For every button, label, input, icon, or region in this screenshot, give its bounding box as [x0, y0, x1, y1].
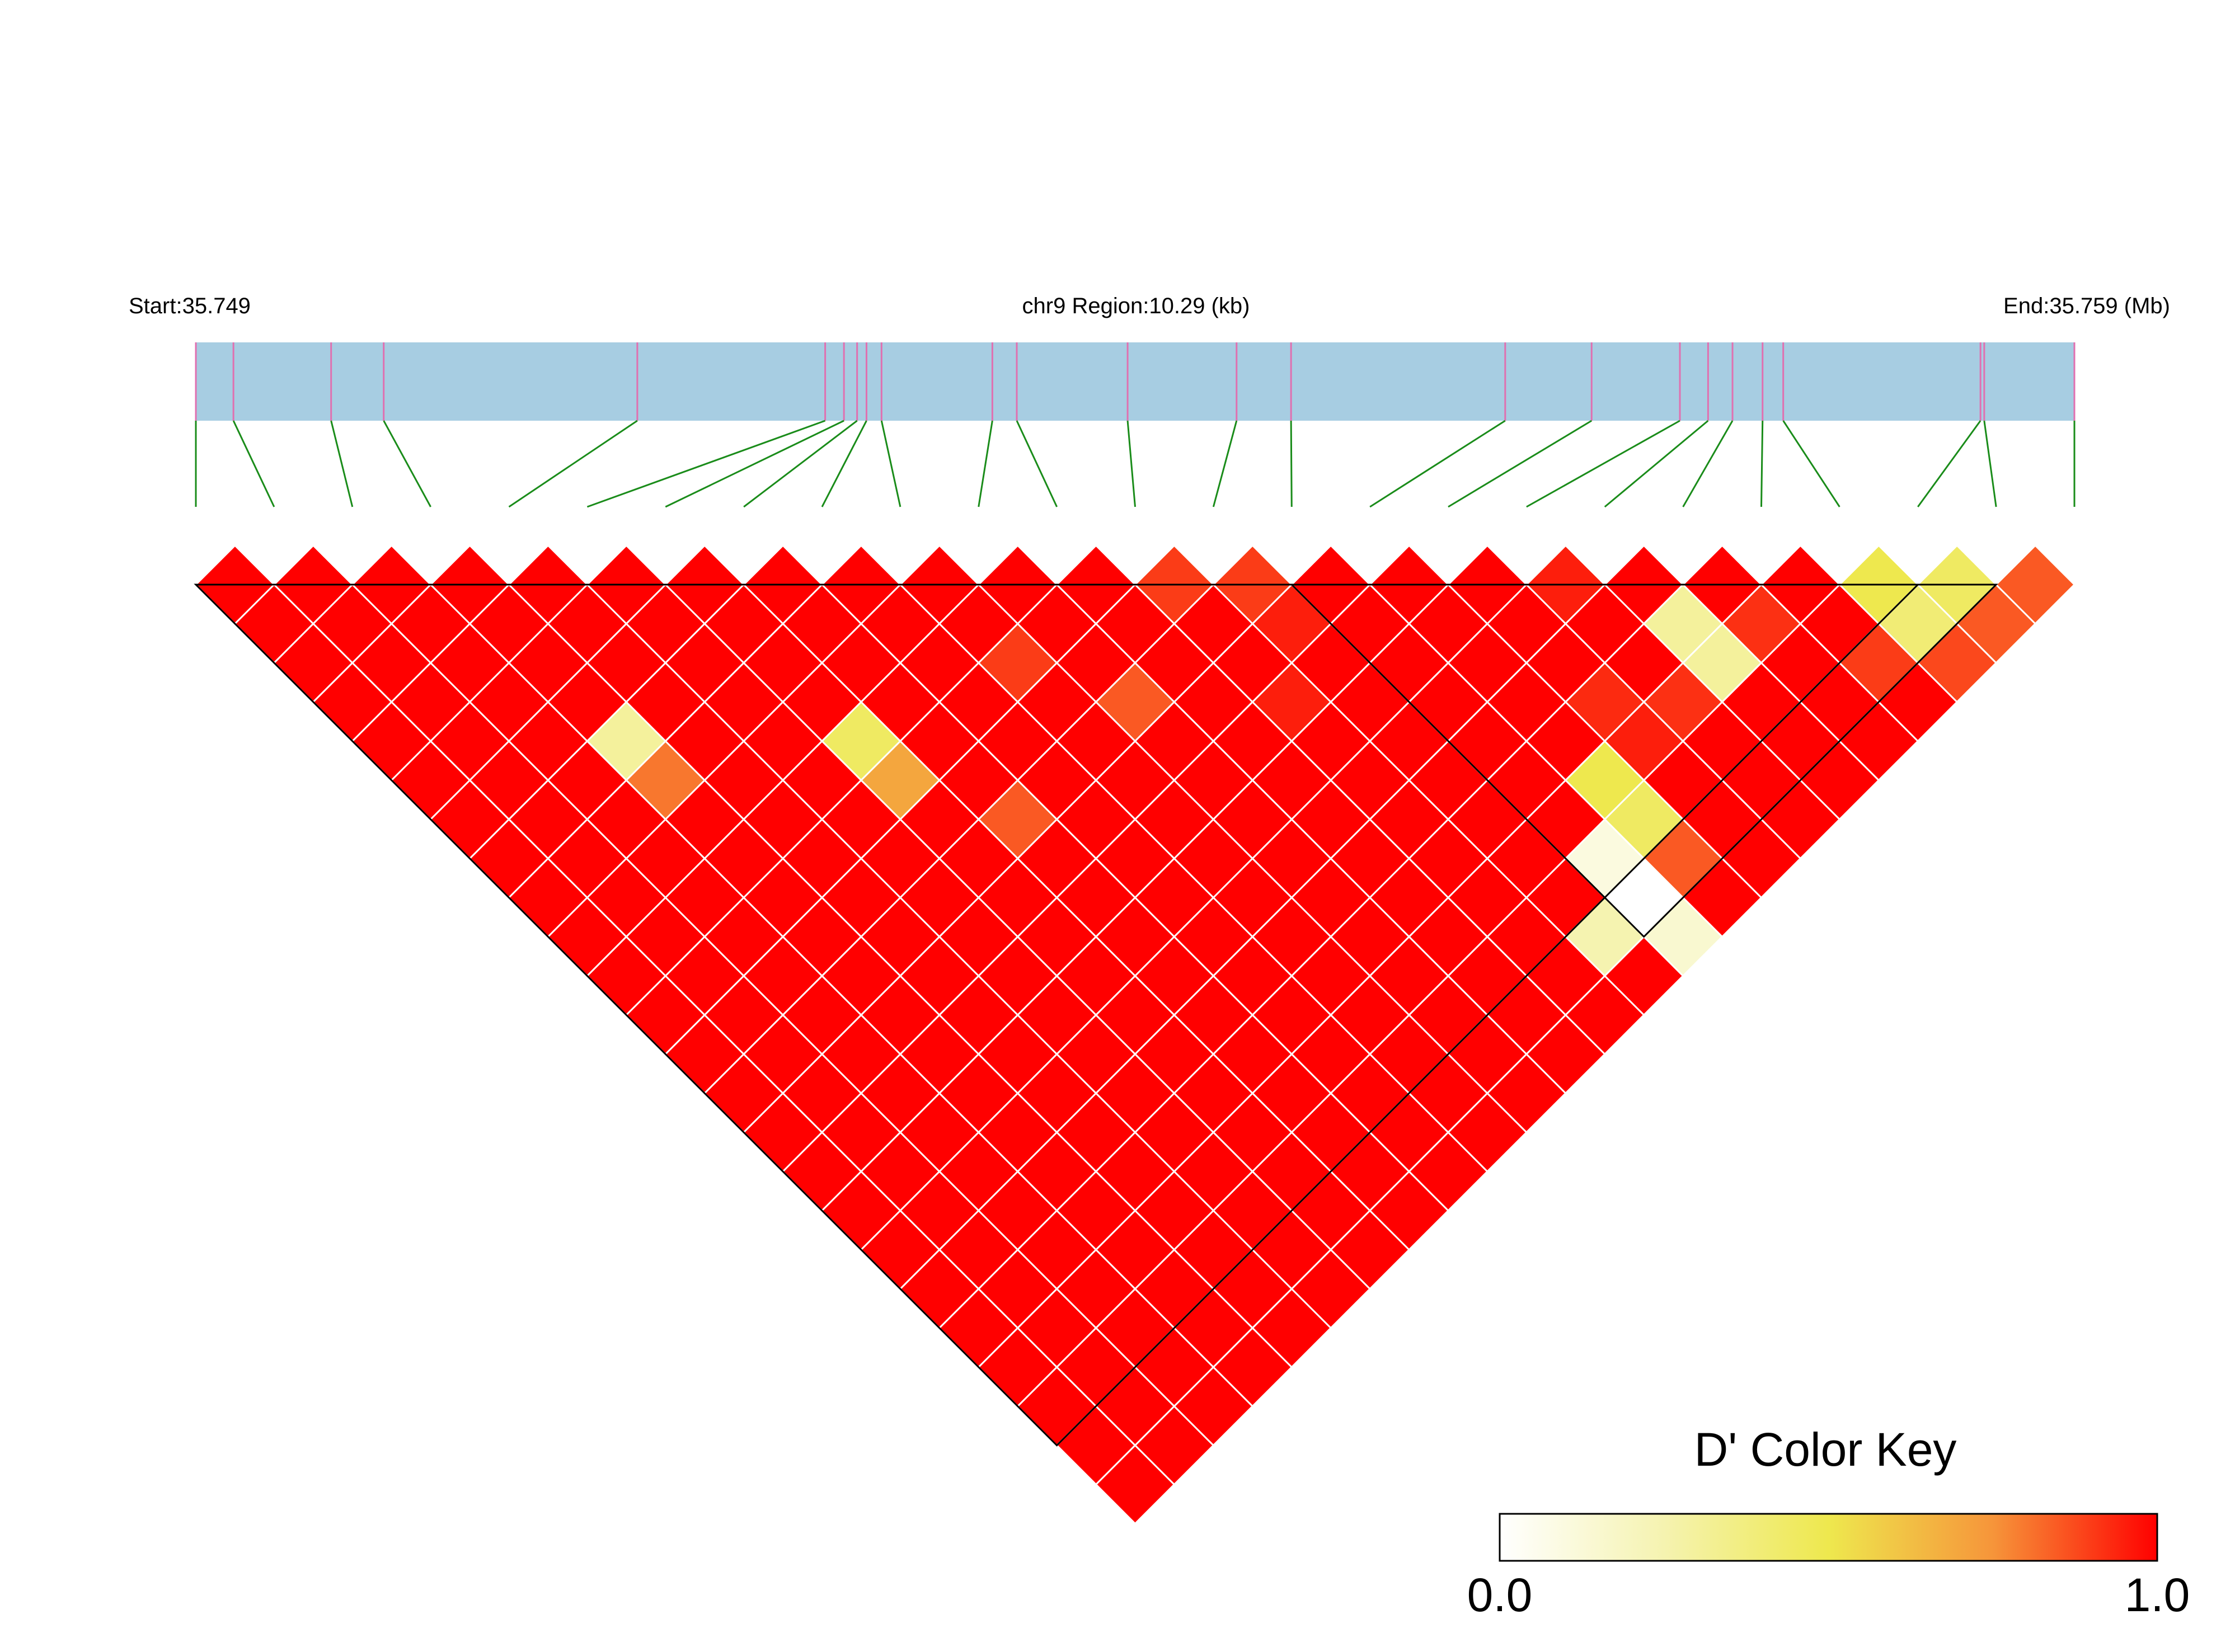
color-key-min-label: 0.0: [1467, 1569, 1533, 1621]
snp-connector-2: [232, 420, 275, 507]
snp-connector-24: [1983, 420, 1997, 507]
snp-connector-17: [1448, 420, 1593, 508]
haplotype-block-outlines: [194, 583, 1998, 1447]
snp-connector-4: [383, 420, 431, 507]
snp-connector-9: [821, 420, 867, 507]
snp-connector-7: [665, 420, 844, 508]
snp-connector-23: [1917, 420, 1982, 507]
color-key-title: D' Color Key: [1694, 1423, 1957, 1476]
ld-heatmap: [194, 544, 2076, 1525]
color-key-max-label: 1.0: [2125, 1569, 2190, 1621]
snp-connector-8: [743, 420, 858, 508]
snp-connector-11: [978, 420, 993, 507]
snp-connector-6: [586, 420, 826, 508]
region-start-label: Start:35.749: [129, 294, 251, 318]
snp-connector-5: [508, 420, 638, 508]
snp-connector-16: [1369, 420, 1506, 508]
snp-connector-10: [880, 420, 901, 507]
snp-connector-3: [330, 420, 354, 507]
snp-connector-14: [1212, 420, 1238, 507]
region-title-label: chr9 Region:10.29 (kb): [1022, 294, 1250, 318]
haplotype-block-2: [1289, 583, 1998, 938]
haplotype-block-1: [194, 583, 1920, 1447]
snp-connector-18: [1526, 420, 1680, 508]
snp-connector-15: [1290, 420, 1293, 507]
snp-connector-group: [195, 420, 2076, 508]
ld-cell-24-25: [1994, 544, 2076, 625]
genomic-track-bar: [196, 342, 2074, 421]
region-end-label: End:35.759 (Mb): [2003, 294, 2170, 318]
snp-connector-19: [1604, 420, 1709, 508]
snp-connector-22: [1782, 420, 1840, 507]
color-key-gradient: [1499, 1513, 2158, 1562]
snp-connector-20: [1682, 420, 1734, 507]
snp-connector-13: [1126, 420, 1136, 507]
snp-connector-12: [1016, 420, 1058, 507]
snp-marker-group: [195, 342, 2076, 421]
snp-connector-21: [1760, 420, 1764, 507]
